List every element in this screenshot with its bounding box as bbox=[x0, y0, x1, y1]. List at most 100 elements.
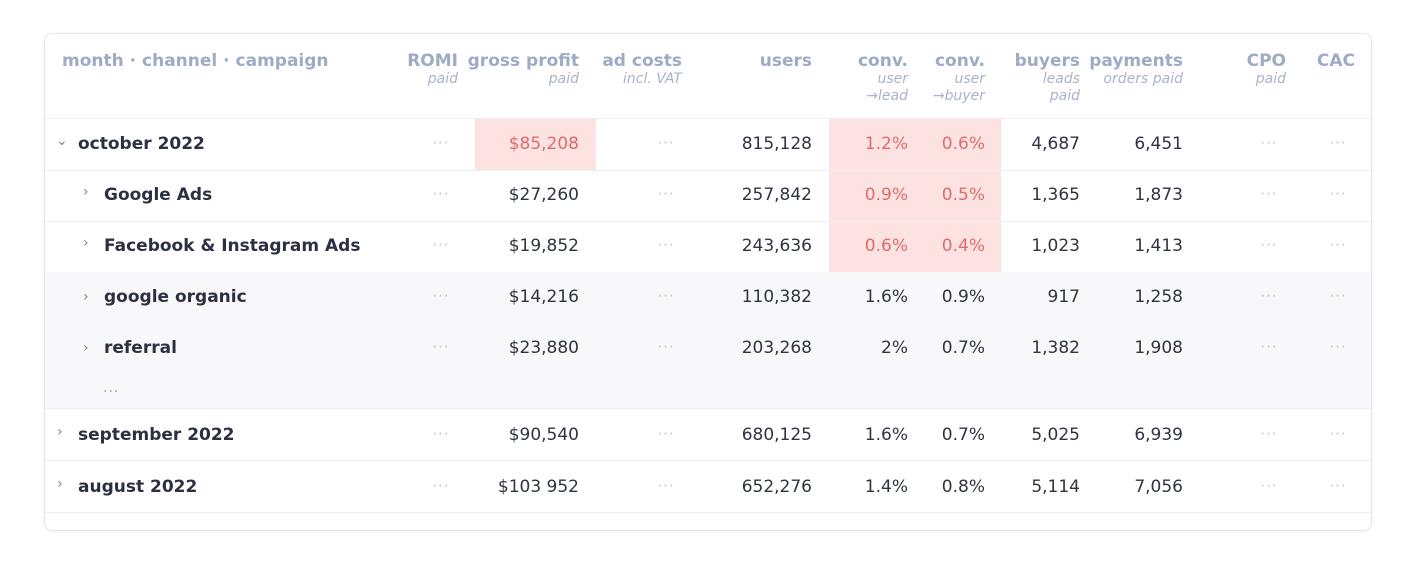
chevron-right-icon[interactable]: › bbox=[57, 476, 63, 492]
header-ad-costs-sub: incl. VAT bbox=[623, 71, 682, 87]
romi-placeholder: ··· bbox=[432, 185, 450, 203]
chevron-right-icon[interactable]: › bbox=[83, 235, 89, 251]
conv-buyer-value: 0.9% bbox=[941, 287, 985, 307]
romi-placeholder: ··· bbox=[432, 287, 450, 305]
payments-value: 1,908 bbox=[1134, 338, 1183, 358]
header-cpo[interactable]: CPO bbox=[1246, 51, 1286, 71]
table-row[interactable]: › Google Ads ··· $27,260 ··· 257,842 0.9… bbox=[45, 170, 1371, 222]
conv-lead-value: 1.6% bbox=[864, 425, 908, 445]
chevron-right-icon[interactable]: › bbox=[83, 289, 89, 305]
cpo-placeholder: ··· bbox=[1260, 236, 1278, 254]
header-buyers-sub1: leads bbox=[1042, 71, 1080, 87]
table-row[interactable]: › Facebook & Instagram Ads ··· $19,852 ·… bbox=[45, 221, 1371, 273]
row-label[interactable]: september 2022 bbox=[78, 425, 235, 445]
cpo-placeholder: ··· bbox=[1260, 287, 1278, 305]
header-cpo-sub: paid bbox=[1255, 71, 1286, 87]
gross-profit-value: $19,852 bbox=[508, 236, 579, 256]
header-group-label[interactable]: month · channel · campaign bbox=[62, 51, 329, 71]
table-row[interactable]: › referral ··· $23,880 ··· 203,268 2% 0.… bbox=[45, 323, 1371, 375]
chevron-down-icon[interactable]: ⌄ bbox=[56, 133, 68, 149]
users-value: 815,128 bbox=[741, 134, 812, 154]
conv-buyer-value: 0.7% bbox=[941, 338, 985, 358]
buyers-value: 5,025 bbox=[1031, 425, 1080, 445]
row-label[interactable]: october 2022 bbox=[78, 134, 205, 154]
cpo-placeholder: ··· bbox=[1260, 134, 1278, 152]
cac-placeholder: ··· bbox=[1329, 134, 1347, 152]
header-conv-lead[interactable]: conv. bbox=[857, 51, 908, 71]
conv-lead-value: 0.9% bbox=[864, 185, 908, 205]
cac-placeholder: ··· bbox=[1329, 338, 1347, 356]
row-label[interactable]: google organic bbox=[104, 287, 247, 307]
header-cac[interactable]: CAC bbox=[1316, 51, 1355, 71]
ad-costs-placeholder: ··· bbox=[657, 185, 675, 203]
conv-buyer-value: 0.4% bbox=[941, 236, 985, 256]
payments-value: 7,056 bbox=[1134, 477, 1183, 497]
chevron-right-icon[interactable]: › bbox=[83, 184, 89, 200]
chevron-right-icon[interactable]: › bbox=[83, 340, 89, 356]
cpo-placeholder: ··· bbox=[1260, 477, 1278, 495]
conv-lead-value: 0.6% bbox=[864, 236, 908, 256]
header-gross-profit-sub: paid bbox=[548, 71, 579, 87]
buyers-value: 5,114 bbox=[1031, 477, 1080, 497]
header-buyers-sub2: paid bbox=[1049, 88, 1080, 104]
conv-lead-value: 1.6% bbox=[864, 287, 908, 307]
header-payments-sub: orders paid bbox=[1103, 71, 1183, 87]
conv-lead-value: 2% bbox=[881, 338, 908, 358]
users-value: 257,842 bbox=[741, 185, 812, 205]
report-table: month · channel · campaign ROMI paid gro… bbox=[44, 33, 1372, 531]
payments-value: 1,873 bbox=[1134, 185, 1183, 205]
header-divider bbox=[45, 118, 1371, 119]
row-label[interactable]: august 2022 bbox=[78, 477, 198, 497]
header-romi[interactable]: ROMI bbox=[407, 51, 458, 71]
romi-placeholder: ··· bbox=[432, 236, 450, 254]
gross-profit-value: $103 952 bbox=[497, 477, 579, 497]
romi-placeholder: ··· bbox=[432, 338, 450, 356]
header-conv-buyer-sub2: →buyer bbox=[932, 88, 985, 104]
cac-placeholder: ··· bbox=[1329, 287, 1347, 305]
romi-placeholder: ··· bbox=[432, 425, 450, 443]
ad-costs-placeholder: ··· bbox=[657, 236, 675, 254]
users-value: 652,276 bbox=[741, 477, 812, 497]
table-row[interactable]: ⌄ october 2022 ··· $85,208 ··· 815,128 1… bbox=[45, 118, 1371, 171]
buyers-value: 917 bbox=[1047, 287, 1080, 307]
cpo-placeholder: ··· bbox=[1260, 425, 1278, 443]
table-row[interactable]: › september 2022 ··· $90,540 ··· 680,125… bbox=[45, 408, 1371, 461]
users-value: 203,268 bbox=[741, 338, 812, 358]
gross-profit-highlight bbox=[475, 118, 596, 170]
header-users[interactable]: users bbox=[759, 51, 812, 71]
ad-costs-placeholder: ··· bbox=[657, 425, 675, 443]
header-conv-buyer[interactable]: conv. bbox=[934, 51, 985, 71]
header-payments[interactable]: payments bbox=[1089, 51, 1183, 71]
cac-placeholder: ··· bbox=[1329, 236, 1347, 254]
cac-placeholder: ··· bbox=[1329, 477, 1347, 495]
buyers-value: 1,382 bbox=[1031, 338, 1080, 358]
conv-buyer-value: 0.5% bbox=[941, 185, 985, 205]
row-label[interactable]: Google Ads bbox=[104, 185, 213, 205]
header-romi-sub: paid bbox=[427, 71, 458, 87]
ad-costs-placeholder: ··· bbox=[657, 134, 675, 152]
conv-buyer-value: 0.7% bbox=[941, 425, 985, 445]
header-conv-buyer-sub1: user bbox=[954, 71, 985, 87]
table-row[interactable]: › august 2022 ··· $103 952 ··· 652,276 1… bbox=[45, 460, 1371, 513]
more-rows-indicator[interactable]: ... bbox=[45, 374, 1371, 409]
conv-lead-value: 1.2% bbox=[864, 134, 908, 154]
table-row[interactable]: › google organic ··· $14,216 ··· 110,382… bbox=[45, 272, 1371, 324]
header-gross-profit[interactable]: gross profit bbox=[467, 51, 579, 71]
payments-value: 1,258 bbox=[1134, 287, 1183, 307]
gross-profit-value: $23,880 bbox=[508, 338, 579, 358]
row-label[interactable]: referral bbox=[104, 338, 177, 358]
header-ad-costs[interactable]: ad costs bbox=[602, 51, 682, 71]
row-label[interactable]: Facebook & Instagram Ads bbox=[104, 236, 361, 256]
ad-costs-placeholder: ··· bbox=[657, 338, 675, 356]
chevron-right-icon[interactable]: › bbox=[57, 424, 63, 440]
ellipsis-text: ... bbox=[103, 380, 120, 396]
gross-profit-value: $14,216 bbox=[508, 287, 579, 307]
gross-profit-value: $27,260 bbox=[508, 185, 579, 205]
buyers-value: 1,365 bbox=[1031, 185, 1080, 205]
header-buyers[interactable]: buyers bbox=[1014, 51, 1080, 71]
users-value: 680,125 bbox=[741, 425, 812, 445]
buyers-value: 1,023 bbox=[1031, 236, 1080, 256]
users-value: 110,382 bbox=[741, 287, 812, 307]
ad-costs-placeholder: ··· bbox=[657, 477, 675, 495]
ad-costs-placeholder: ··· bbox=[657, 287, 675, 305]
